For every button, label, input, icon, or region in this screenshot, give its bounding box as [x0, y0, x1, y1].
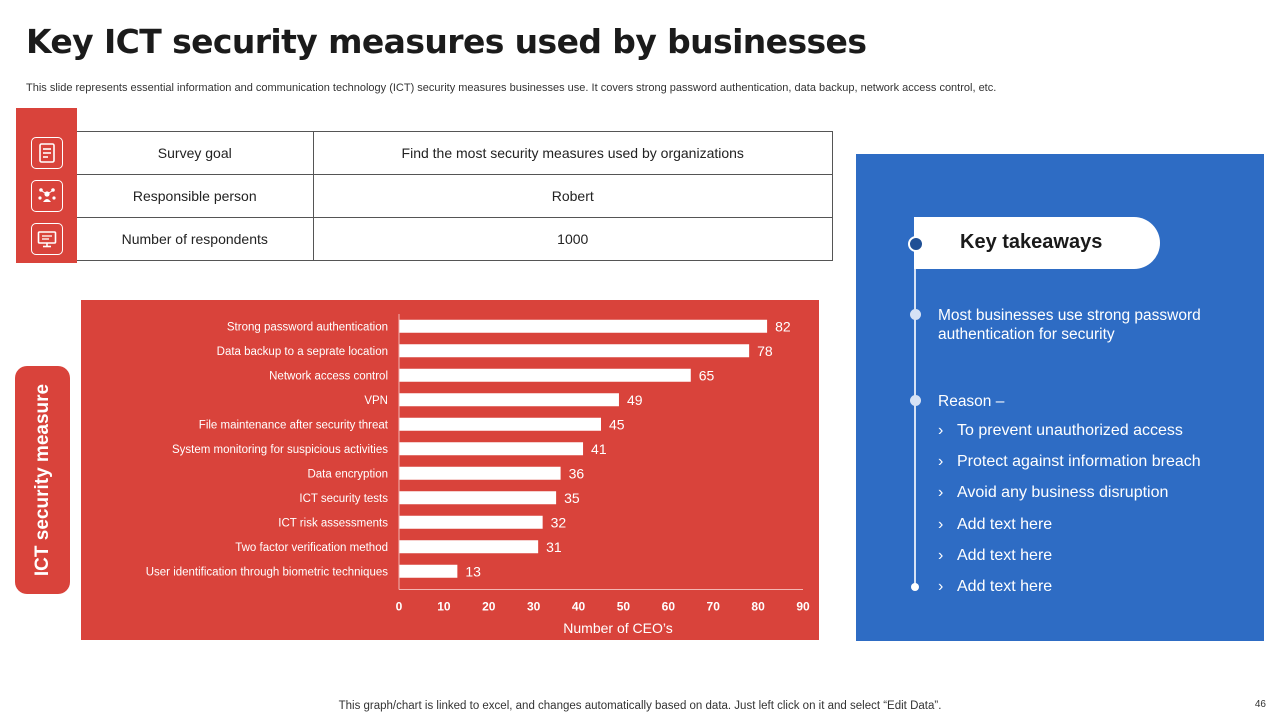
team-network-icon — [31, 180, 63, 212]
document-icon — [31, 137, 63, 169]
responsible-person-label: Responsible person — [77, 174, 314, 218]
x-tick-label: 70 — [707, 600, 721, 614]
timeline-start-dot — [908, 236, 924, 252]
x-tick-label: 90 — [796, 600, 810, 614]
reason-item: › To prevent unauthorized access — [938, 422, 1183, 440]
reason-item-text: Avoid any business disruption — [957, 484, 1169, 502]
bar — [399, 442, 584, 456]
bar — [399, 319, 768, 333]
responsible-person-value: Robert — [312, 174, 833, 218]
x-tick-label: 60 — [662, 600, 676, 614]
data-label: 65 — [699, 367, 715, 383]
bar-chart-panel[interactable]: Strong password authentication 82 Data bac… — [81, 300, 819, 640]
bar — [399, 491, 557, 505]
table-row: Responsible person Robert — [77, 174, 833, 218]
x-tick-label: 10 — [437, 600, 451, 614]
page-number: 46 — [1254, 699, 1266, 710]
reason-item-text: To prevent unauthorized access — [957, 422, 1183, 439]
bar — [399, 564, 458, 578]
category-label: Strong password authentication — [227, 321, 388, 333]
reason-item: › Add text here — [938, 578, 1052, 596]
chevron-right-icon: › — [938, 484, 944, 502]
timeline-end-dot — [911, 583, 919, 591]
category-label: User identification through biometric te… — [146, 566, 389, 578]
data-label: 36 — [569, 465, 585, 481]
x-tick-label: 80 — [751, 600, 765, 614]
reason-item-text: Add text here — [957, 578, 1053, 595]
data-label: 78 — [757, 343, 773, 359]
category-label: Data backup to a seprate location — [217, 346, 388, 358]
category-label: ICT security tests — [299, 493, 388, 505]
data-label: 45 — [609, 416, 625, 432]
reason-item: › Avoid any business disruption — [938, 484, 1168, 502]
survey-goal-value: Find the most security measures used by … — [312, 131, 833, 175]
category-label: Data encryption — [307, 468, 388, 480]
key-takeaways-header: Key takeaways — [914, 217, 1160, 269]
bar — [399, 466, 561, 480]
monitor-icon — [31, 223, 63, 255]
data-label: 82 — [775, 318, 791, 334]
x-tick-label: 20 — [482, 600, 496, 614]
bar — [399, 417, 601, 431]
category-label: File maintenance after security threat — [199, 419, 389, 431]
x-tick-label: 50 — [617, 600, 631, 614]
x-tick-label: 40 — [572, 600, 586, 614]
bar — [399, 368, 691, 382]
reason-item: › Add text here — [938, 547, 1052, 565]
reason-item-text: Add text here — [957, 515, 1053, 533]
table-row: Number of respondents 1000 — [77, 217, 833, 261]
side-label-text: ICT security measure — [31, 383, 53, 577]
data-label: 32 — [551, 514, 567, 530]
chevron-right-icon: › — [938, 515, 944, 533]
timeline-dot — [910, 395, 921, 406]
bar — [399, 540, 539, 554]
key-takeaways-heading: Key takeaways — [960, 231, 1103, 253]
data-label: 31 — [546, 539, 562, 555]
category-label: ICT risk assessments — [278, 517, 388, 529]
bar — [399, 344, 750, 358]
reason-label: Reason – — [938, 393, 1005, 410]
ict-security-measure-label: ICT security measure — [15, 366, 70, 594]
category-label: Network access control — [269, 370, 388, 382]
data-label: 41 — [591, 441, 607, 457]
table-row: Survey goal Find the most security measu… — [77, 131, 833, 175]
data-label: 35 — [564, 490, 580, 506]
chevron-right-icon: › — [938, 453, 944, 471]
info-icon-column — [16, 108, 77, 263]
x-tick-label: 0 — [396, 600, 403, 614]
takeaway-point: Most businesses use strong password auth… — [938, 307, 1201, 343]
bar-chart[interactable]: Strong password authentication 82 Data bac… — [81, 300, 819, 640]
respondents-label: Number of respondents — [77, 217, 314, 261]
footer-note: This graph/chart is linked to excel, and… — [338, 700, 942, 712]
chevron-right-icon: › — [938, 422, 944, 439]
respondents-value: 1000 — [312, 217, 833, 261]
timeline-dot — [910, 309, 921, 320]
survey-goal-label: Survey goal — [77, 131, 314, 175]
reason-item: › Protect against information breach — [938, 453, 1201, 471]
category-label: Two factor verification method — [235, 542, 388, 554]
data-label: 13 — [465, 563, 481, 579]
reason-item-text: Add text here — [957, 546, 1053, 564]
reason-item-text: Protect against information breach — [957, 453, 1201, 471]
category-label: VPN — [364, 395, 388, 407]
timeline-line — [914, 244, 916, 589]
key-takeaways-panel: Key takeaways Most businesses use strong… — [856, 154, 1264, 641]
bar — [399, 515, 543, 529]
slide-subtitle: This slide represents essential informat… — [26, 82, 997, 94]
reason-item: › Add text here — [938, 516, 1052, 534]
survey-info-table: Survey goal Find the most security measu… — [77, 131, 833, 261]
chevron-right-icon: › — [938, 578, 944, 595]
category-label: System monitoring for suspicious activit… — [172, 444, 388, 456]
data-label: 49 — [627, 392, 643, 408]
x-axis-label: Number of CEO’s — [563, 620, 672, 636]
slide-title: Key ICT security measures used by busine… — [26, 22, 867, 61]
chevron-right-icon: › — [938, 546, 944, 564]
x-tick-label: 30 — [527, 600, 541, 614]
bar — [399, 393, 619, 407]
